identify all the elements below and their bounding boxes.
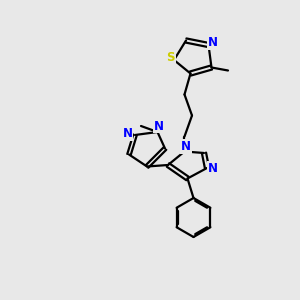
Text: N: N: [122, 127, 133, 140]
Text: N: N: [154, 119, 164, 133]
Text: N: N: [208, 161, 218, 175]
Text: N: N: [208, 36, 218, 49]
Text: S: S: [166, 51, 175, 64]
Text: N: N: [181, 140, 191, 153]
